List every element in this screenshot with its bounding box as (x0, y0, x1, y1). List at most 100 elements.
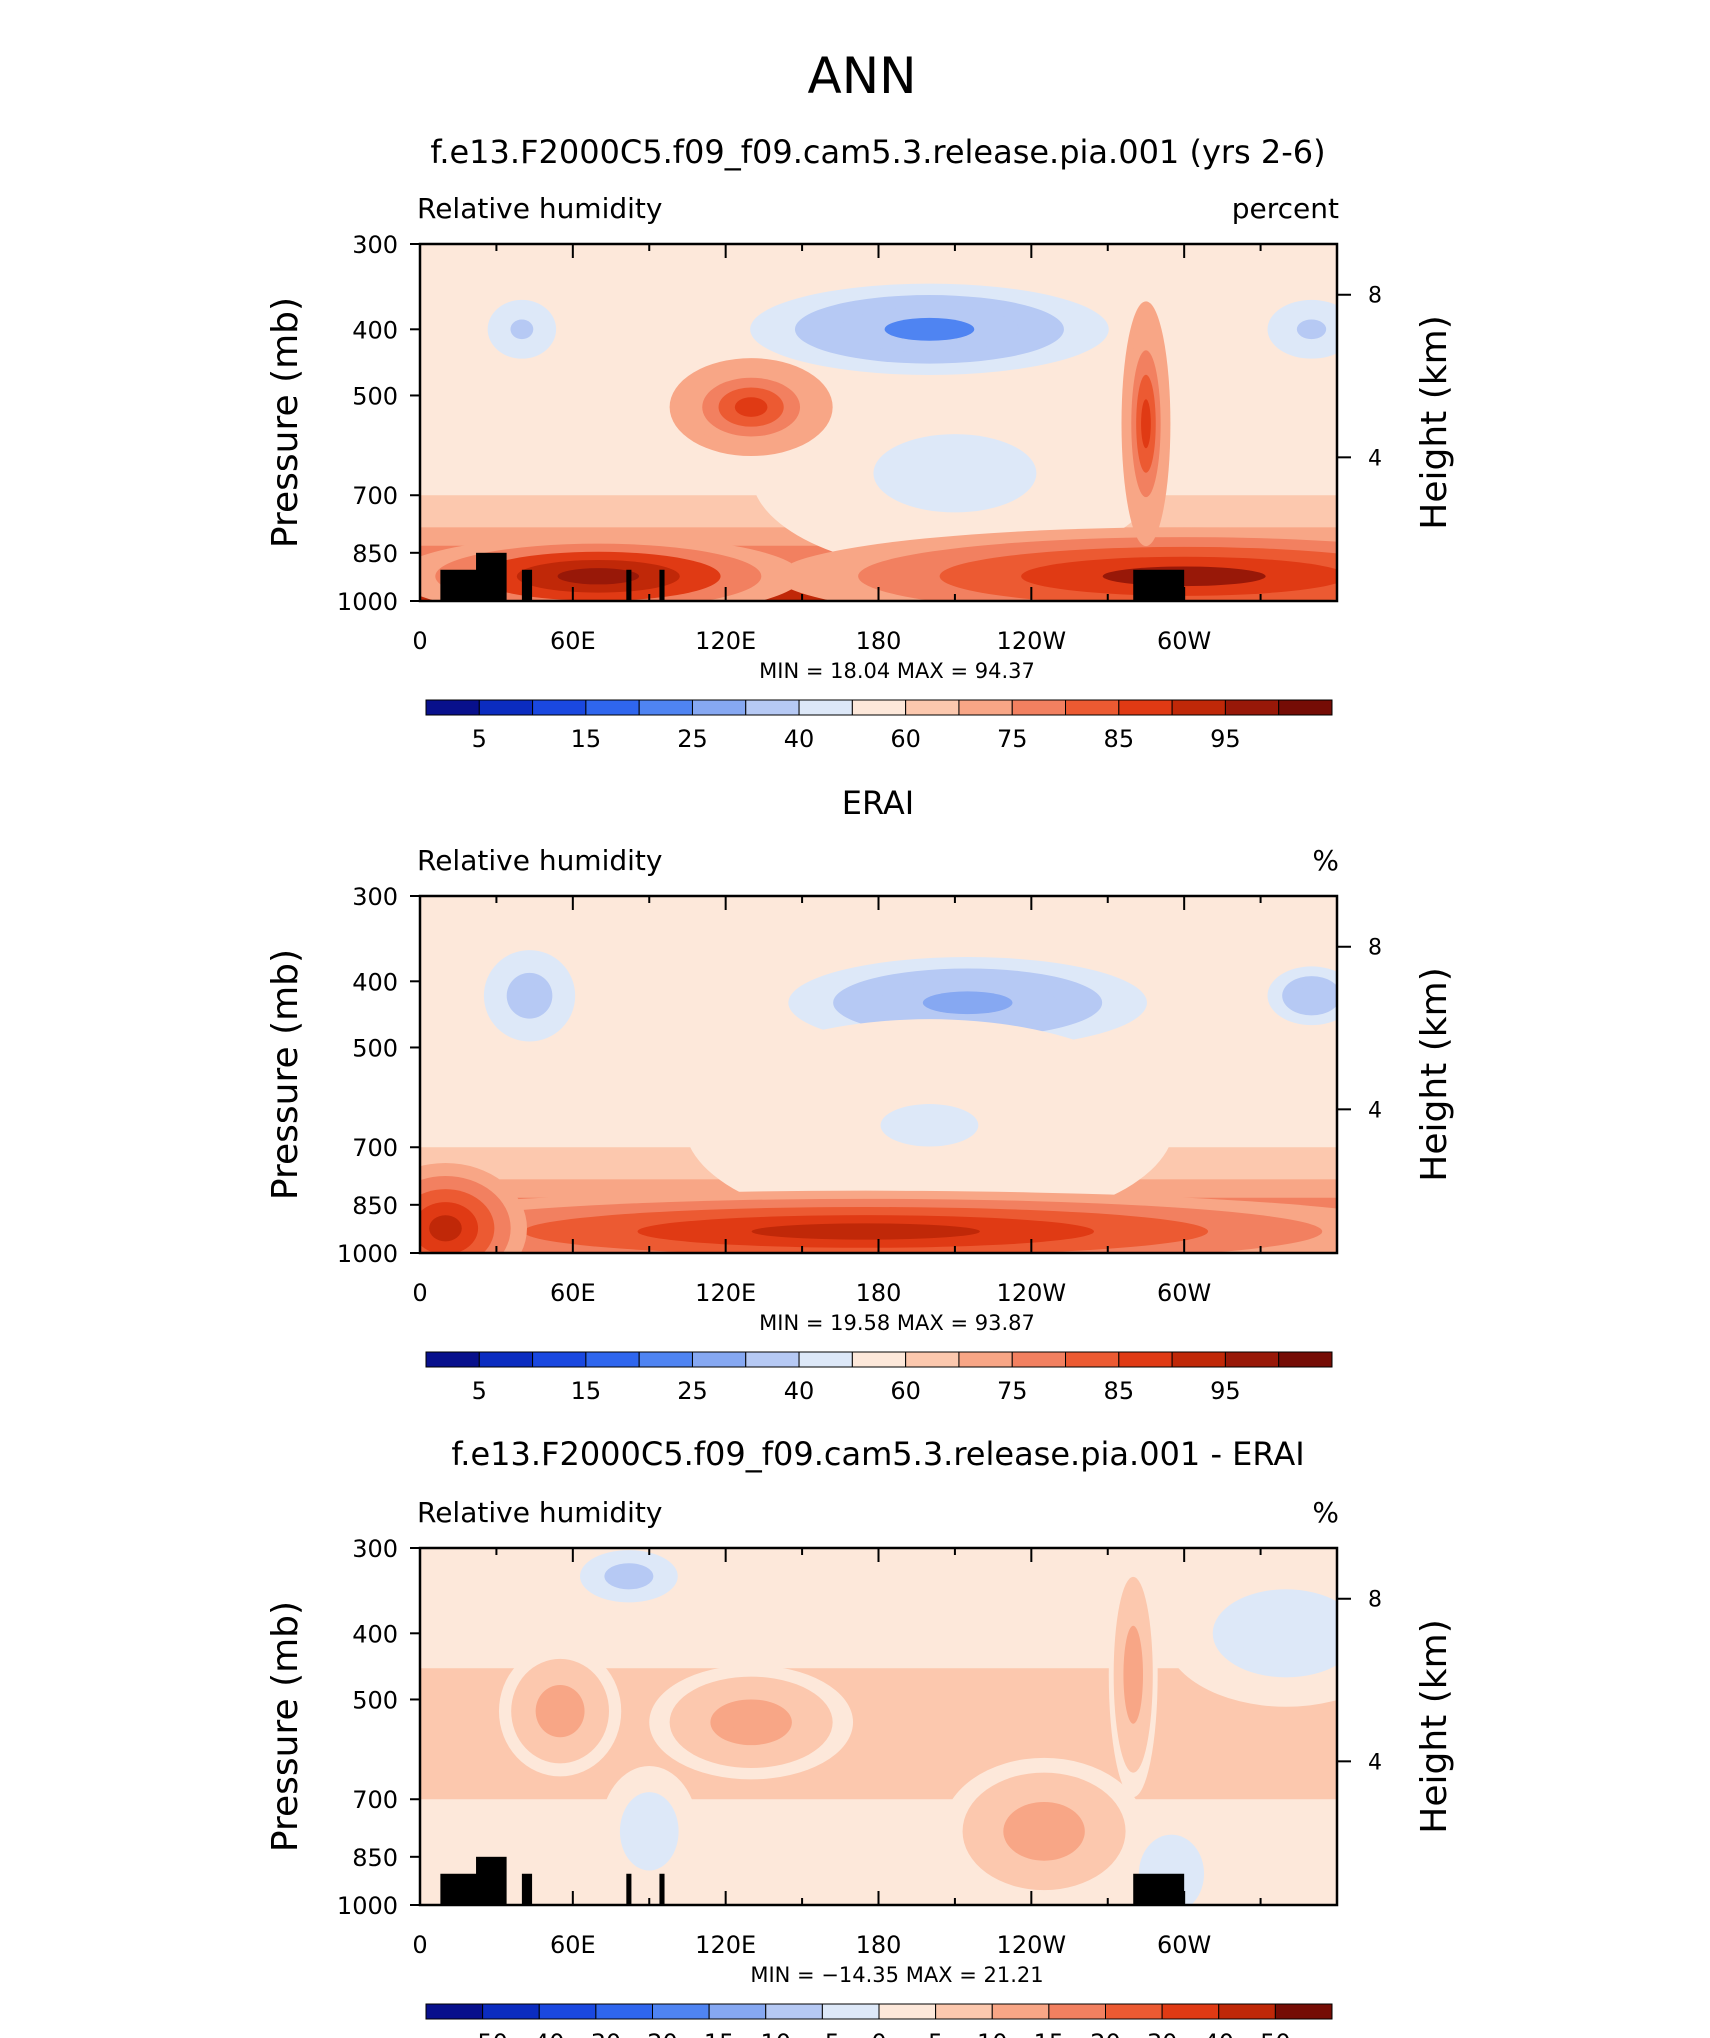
colorbar-label: 20 (1090, 2029, 1121, 2038)
colorbar-swatch (958, 1351, 1013, 1368)
y-right-axis-label: Height (km) (1414, 315, 1455, 529)
colorbar-swatch (478, 699, 534, 716)
field-label: Relative humidity (417, 192, 662, 225)
x-tick-label: 120E (695, 1279, 756, 1307)
y-right-tick-label: 8 (1368, 1588, 1382, 1613)
colorbar-swatch (532, 699, 587, 716)
colorbar-swatch (798, 699, 853, 716)
colorbar-swatch (1278, 699, 1333, 716)
colorbar-swatch (1105, 2003, 1163, 2020)
colorbar-swatch (745, 699, 800, 716)
stats-text: MIN = −14.35 MAX = 21.21 (750, 1963, 1043, 1987)
x-tick-label: 0 (412, 1279, 427, 1307)
colorbar-swatch (1011, 1351, 1067, 1368)
contour-region (730, 1710, 772, 1734)
colorbar-label: 75 (997, 725, 1028, 753)
y-right-tick-label: 8 (1368, 284, 1382, 309)
colorbar-label: 50 (1260, 2029, 1291, 2038)
colorbar-label: −15 (684, 2029, 735, 2038)
colorbar-swatch (1161, 2003, 1220, 2020)
contour-region (616, 1569, 642, 1583)
y-tick-label: 300 (352, 231, 398, 259)
y-tick-label: 300 (352, 883, 398, 911)
colorbar-swatch (765, 2003, 823, 2020)
contour-region (734, 397, 768, 417)
y-tick-label: 1000 (337, 1240, 398, 1268)
plot-area: 0 60E 120E 180 120W 60W 300 400 500 700 850 1000 8 4 (337, 231, 1382, 655)
colorbar-swatch (1118, 699, 1173, 716)
y-tick-label: 1000 (337, 1892, 398, 1920)
x-tick-label: 120W (997, 1931, 1067, 1959)
figure-title: ANN (807, 47, 916, 105)
contour-field (420, 1548, 1337, 1905)
contour-region (639, 1818, 660, 1845)
contour-region (1141, 399, 1151, 449)
colorbar-label: −10 (740, 2029, 791, 2038)
colorbar-swatch (1171, 699, 1226, 716)
colorbar-swatch (638, 699, 693, 716)
contour-region (547, 1698, 573, 1725)
y-tick-label: 500 (352, 1034, 398, 1062)
colorbar-swatch (905, 699, 960, 716)
topography-mask (626, 1873, 632, 1905)
x-tick-label: 120E (695, 1931, 756, 1959)
panel-title: f.e13.F2000C5.f09_f09.cam5.3.release.pia… (451, 1435, 1304, 1473)
contour-region (510, 319, 534, 340)
contour-region (1023, 1816, 1065, 1847)
colorbar-swatch (1065, 1351, 1120, 1368)
colorbar-swatch (478, 1351, 534, 1368)
colorbar-label: 15 (571, 725, 602, 753)
x-tick-label: 60W (1157, 1279, 1211, 1307)
x-tick-label: 60E (550, 627, 596, 655)
colorbar-swatch (482, 2003, 540, 2020)
colorbar-swatch (1171, 1351, 1226, 1368)
colorbar-swatch (935, 2003, 993, 2020)
colorbar-swatch (958, 699, 1013, 716)
colorbar-swatch (1274, 2003, 1333, 2020)
y-tick-label: 700 (352, 1786, 398, 1814)
colorbar-swatch (1065, 699, 1120, 716)
y-tick-label: 400 (352, 968, 398, 996)
colorbar-label: 15 (571, 1377, 602, 1405)
topography-mask (521, 1873, 533, 1905)
chart-panel-3: f.e13.F2000C5.f09_f09.cam5.3.release.pia… (265, 1435, 1455, 2038)
contour-region (1128, 1650, 1139, 1700)
colorbar-label: 5 (472, 725, 487, 753)
colorbar-swatch (1011, 699, 1067, 716)
colorbar-swatch (1218, 2003, 1276, 2020)
contour-region (884, 317, 975, 341)
y-right-tick-label: 4 (1368, 1098, 1382, 1123)
y-tick-label: 500 (352, 382, 398, 410)
colorbar-label: 30 (1147, 2029, 1178, 2038)
colorbar-label: 85 (1104, 725, 1135, 753)
colorbar: 5 15 25 40 60 75 85 95 (425, 699, 1333, 753)
colorbar-label: 60 (890, 1377, 921, 1405)
x-tick-label: 120W (997, 1279, 1067, 1307)
x-tick-label: 0 (412, 627, 427, 655)
colorbar-label: 25 (677, 725, 708, 753)
x-tick-label: 60E (550, 1931, 596, 1959)
contour-region (1296, 985, 1327, 1006)
colorbar-swatch (798, 1351, 853, 1368)
colorbar-swatch (878, 2003, 937, 2020)
colorbar-label: 5 (472, 1377, 487, 1405)
colorbar-swatch (538, 2003, 597, 2020)
topography-mask (521, 569, 533, 601)
colorbar: −50−40−30−20−15−10−505101520304050 (425, 2003, 1333, 2038)
colorbar-label: −40 (514, 2029, 565, 2038)
x-tick-label: 60E (550, 1279, 596, 1307)
x-tick-label: 180 (856, 1279, 902, 1307)
x-tick-label: 120W (997, 627, 1067, 655)
y-axis-label: Pressure (mb) (265, 1601, 306, 1852)
colorbar-swatch (652, 2003, 710, 2020)
field-label: Relative humidity (417, 844, 662, 877)
topography-mask (1133, 1873, 1185, 1905)
colorbar-label: 75 (997, 1377, 1028, 1405)
topography-mask (1133, 569, 1185, 601)
y-right-tick-label: 4 (1368, 1750, 1382, 1775)
colorbar-label: 25 (677, 1377, 708, 1405)
colorbar-label: 40 (784, 725, 815, 753)
topography-mask (476, 1856, 507, 1905)
y-right-axis-label: Height (km) (1414, 1619, 1455, 1833)
topography-mask (476, 552, 507, 601)
